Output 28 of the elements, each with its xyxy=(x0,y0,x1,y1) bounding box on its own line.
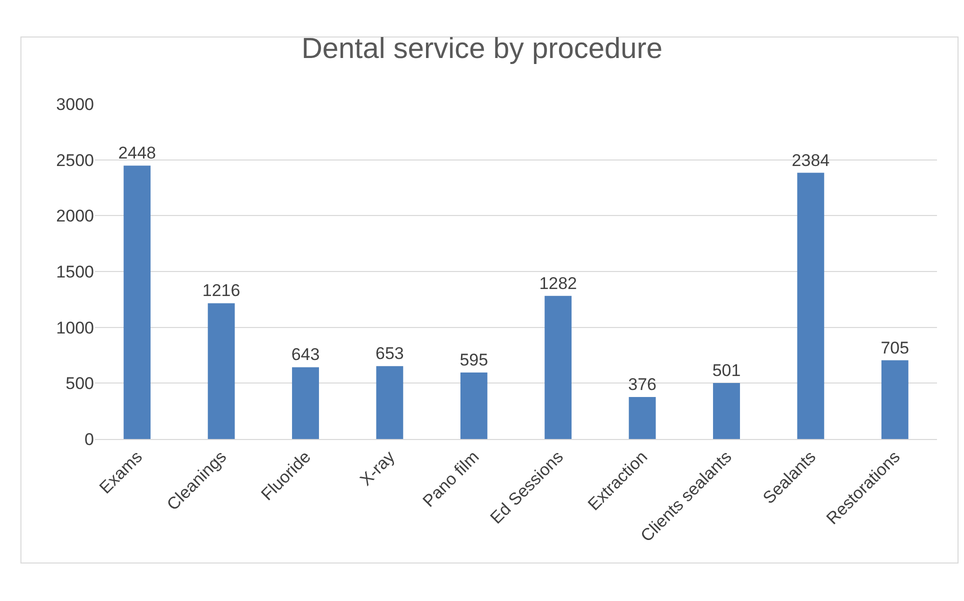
y-tick-label: 1500 xyxy=(56,262,94,282)
chart-title: Dental service by procedure xyxy=(301,33,663,66)
data-label: 376 xyxy=(628,375,656,394)
bar xyxy=(628,397,656,439)
y-tick-label: 500 xyxy=(66,374,94,394)
bar xyxy=(208,303,235,439)
bar xyxy=(292,367,319,439)
bar xyxy=(376,366,404,439)
y-tick-label: 1000 xyxy=(56,318,94,338)
data-label: 1216 xyxy=(202,281,240,300)
bar xyxy=(713,383,740,439)
data-label: 705 xyxy=(880,338,910,358)
bar xyxy=(544,296,572,439)
bar xyxy=(881,360,908,439)
bar xyxy=(797,172,824,439)
data-label: 653 xyxy=(376,344,404,364)
data-label: 595 xyxy=(460,350,488,370)
y-tick-label: 2000 xyxy=(56,206,94,226)
bar xyxy=(460,372,488,439)
data-label: 2448 xyxy=(118,144,156,163)
data-label: 2384 xyxy=(792,150,830,170)
y-tick-label: 3000 xyxy=(56,94,94,114)
y-tick-label: 0 xyxy=(84,430,94,449)
bar xyxy=(124,166,151,439)
y-tick-label: 2500 xyxy=(56,150,94,170)
data-label: 1282 xyxy=(539,274,578,293)
data-label: 501 xyxy=(712,361,741,380)
data-label: 643 xyxy=(291,345,320,364)
